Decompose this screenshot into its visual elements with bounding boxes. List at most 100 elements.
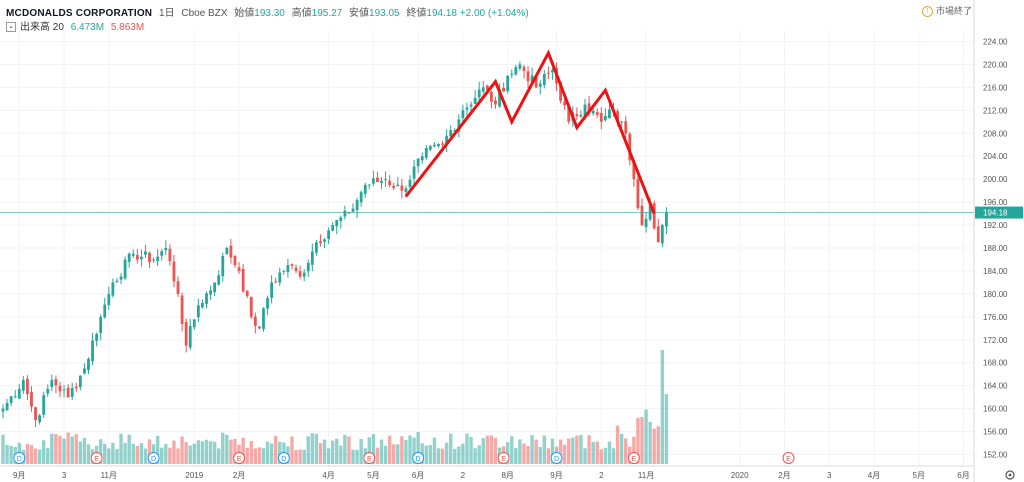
volume-bar xyxy=(404,439,408,464)
volume-bar xyxy=(192,443,196,464)
price-axis[interactable]: 152.00 156.00 160.00 164.00 168.00 172.00 176.… xyxy=(973,0,1023,482)
candle-body xyxy=(119,276,123,280)
candle-body xyxy=(624,121,628,134)
volume-bar xyxy=(546,448,551,464)
candle-body xyxy=(331,225,335,231)
candle-body xyxy=(632,161,636,180)
earnings-marker xyxy=(782,452,795,464)
time-tick-label: 2 xyxy=(599,471,604,480)
marker-letter: E xyxy=(632,456,637,463)
price-tick-label: 156.00 xyxy=(983,428,1008,437)
market-status-text: 市場終了 xyxy=(935,6,972,16)
candle-body xyxy=(229,245,233,258)
candle-body xyxy=(95,334,99,341)
candle-body xyxy=(449,130,453,137)
volume-bar xyxy=(379,439,384,464)
volume-bar xyxy=(217,448,221,464)
symbol-header: MCDONALDS CORPORATION 1日 Cboe BZX 始値193.… xyxy=(6,4,529,19)
candle-body xyxy=(481,87,485,92)
open-value: 193.30 xyxy=(254,8,285,19)
candlestick-series xyxy=(1,61,668,428)
time-axis[interactable]: 9月 3 11月 2019 2月 4月 5月 6月 2 8月 9月 2 11月 2020 2月 3 4月 5月 6月 xyxy=(0,465,974,480)
candle-body xyxy=(640,205,644,226)
candle-body xyxy=(648,202,652,220)
marker-letter: E xyxy=(786,456,791,463)
candle-body xyxy=(115,280,119,283)
settings-button[interactable] xyxy=(1005,470,1015,480)
price-tick-label: 220.00 xyxy=(983,60,1008,69)
volume-bar xyxy=(82,437,87,464)
close-value: 194.18 xyxy=(426,8,457,19)
volume-bar xyxy=(306,436,310,464)
candle-body xyxy=(530,75,534,83)
candle-body xyxy=(306,262,310,272)
candle-body xyxy=(294,267,298,271)
volume-bar xyxy=(562,444,567,464)
dividend-marker xyxy=(277,452,290,464)
candle-body xyxy=(34,407,37,421)
candle-body xyxy=(494,100,497,105)
volume-bar xyxy=(273,435,278,464)
candle-body xyxy=(498,89,501,107)
volume-label[interactable]: 出来高 20 xyxy=(20,22,64,33)
candle-body xyxy=(579,114,583,117)
candle-body xyxy=(445,136,449,145)
volume-bar xyxy=(46,447,50,464)
price-tick-label: 152.00 xyxy=(983,451,1008,460)
candle-body xyxy=(180,295,184,324)
volume-bar xyxy=(58,435,62,464)
candle-body xyxy=(302,272,306,277)
volume-bar xyxy=(241,437,245,464)
price-tick-label: 160.00 xyxy=(983,405,1008,414)
volume-bar xyxy=(257,447,262,464)
candle-body xyxy=(453,130,457,132)
price-tick-label: 208.00 xyxy=(983,129,1008,138)
candle-body xyxy=(551,70,554,73)
candle-body xyxy=(355,200,359,211)
interval[interactable]: 1日 xyxy=(159,8,175,19)
symbol-name[interactable]: MCDONALDS CORPORATION xyxy=(6,8,153,19)
head-and-shoulders-pattern-line xyxy=(404,49,656,215)
volume-bar xyxy=(485,435,490,464)
volume-bar xyxy=(5,444,9,464)
candle-body xyxy=(575,114,579,117)
marker-letter: E xyxy=(367,456,372,463)
candle-body xyxy=(209,290,212,295)
volume-bar xyxy=(184,442,188,464)
volume-bar xyxy=(66,432,70,464)
market-status[interactable]: ! 市場終了 xyxy=(921,4,972,18)
candle-body xyxy=(384,179,387,181)
candle-body xyxy=(262,308,265,330)
time-tick-label: 2 xyxy=(461,471,466,480)
volume-bar xyxy=(233,438,237,464)
candle-body xyxy=(490,91,493,102)
candle-body xyxy=(469,104,473,107)
candle-body xyxy=(205,293,208,304)
candle-body xyxy=(603,115,607,121)
candle-body xyxy=(400,185,404,191)
candle-body xyxy=(196,305,200,318)
candle-body xyxy=(437,143,440,147)
volume-bar xyxy=(603,447,608,464)
volume-bar xyxy=(599,449,603,464)
volume-bar xyxy=(115,448,119,464)
candle-body xyxy=(111,282,115,296)
volume-bar xyxy=(29,445,34,464)
candle-body xyxy=(310,251,314,265)
gear-icon xyxy=(1005,470,1015,480)
time-tick-label: 4月 xyxy=(322,471,334,480)
volume-bar xyxy=(530,435,534,464)
candle-body xyxy=(46,388,50,394)
candle-body xyxy=(363,184,367,194)
volume-bar xyxy=(440,448,445,464)
candle-body xyxy=(335,219,339,227)
collapse-icon[interactable]: ⌄ xyxy=(6,22,16,33)
price-tick-label: 216.00 xyxy=(983,83,1008,92)
candle-body xyxy=(13,396,17,398)
candle-body xyxy=(319,241,322,244)
price-tick-label: 172.00 xyxy=(983,336,1008,345)
candle-body xyxy=(665,212,668,227)
volume-bar xyxy=(330,440,335,464)
time-tick-label: 2019 xyxy=(185,471,203,480)
